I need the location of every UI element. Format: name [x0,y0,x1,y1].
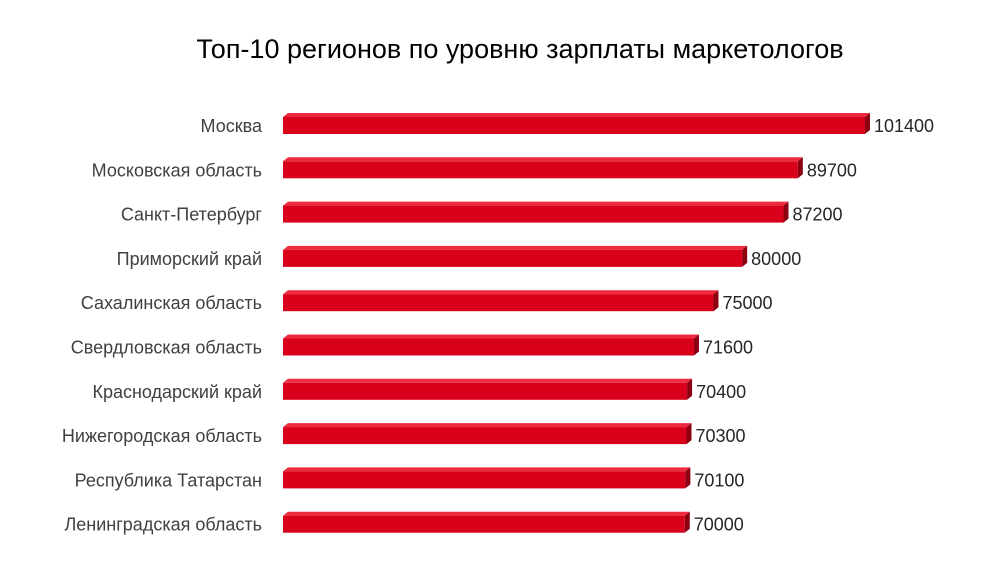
bar [283,515,685,533]
bar [283,117,865,134]
bar [283,338,694,356]
data-label: 70100 [694,470,744,490]
bar-group [283,201,789,223]
data-label: 87200 [792,205,842,225]
bar-group [283,113,870,134]
bar-side-face [686,423,692,445]
data-label: 70000 [694,515,744,535]
bar-top-face [283,334,699,339]
data-label: 71600 [703,338,753,358]
category-label: Санкт-Петербург [121,205,263,225]
bar-side-face [865,113,870,134]
bars-layer [283,113,870,533]
data-label: 101400 [874,116,934,136]
chart-title: Топ-10 регионов по уровню зарплаты марке… [196,34,843,64]
bar-top-face [283,511,690,516]
labels-layer: Москва 101400 Московская область 89700 Санкт… [62,116,934,535]
bar-top-face [283,378,693,383]
bar-top-face [283,201,789,206]
bar-top-face [283,113,870,117]
bar-top-face [283,423,692,428]
category-label: Свердловская область [71,338,262,358]
bar-group [283,334,699,356]
bar-top-face [283,245,748,250]
bar-group [283,157,803,179]
category-label: Москва [201,116,263,136]
bar-side-face [797,157,803,179]
bar-side-face [687,378,693,400]
bar [283,249,743,267]
bar [283,427,687,445]
bar-group [283,511,690,533]
category-label: Республика Татарстан [75,470,262,490]
bar-top-face [283,467,691,472]
bar-top-face [283,157,803,162]
bar [283,161,798,179]
data-label: 89700 [807,160,857,180]
bar [283,205,784,223]
bar-side-face [693,334,699,356]
bar-group [283,290,719,312]
bar-group [283,467,691,489]
category-label: Нижегородская область [62,426,262,446]
bar-side-face [783,201,789,223]
data-label: 70300 [695,426,745,446]
bar-group [283,423,692,445]
bar-side-face [742,245,748,267]
category-label: Ленинградская область [64,515,262,535]
data-label: 70400 [696,382,746,402]
category-label: Краснодарский край [92,382,262,402]
bar-side-face [684,511,690,533]
data-label: 75000 [722,293,772,313]
bar-side-face [685,467,691,489]
bar-group [283,378,693,400]
bar [283,294,714,312]
bar-side-face [713,290,719,312]
bar [283,471,686,489]
category-label: Приморский край [117,249,262,269]
bar [283,382,688,400]
category-label: Сахалинская область [81,293,262,313]
bar-group [283,245,748,267]
data-label: 80000 [751,249,801,269]
category-label: Московская область [92,160,262,180]
bar-top-face [283,290,719,295]
